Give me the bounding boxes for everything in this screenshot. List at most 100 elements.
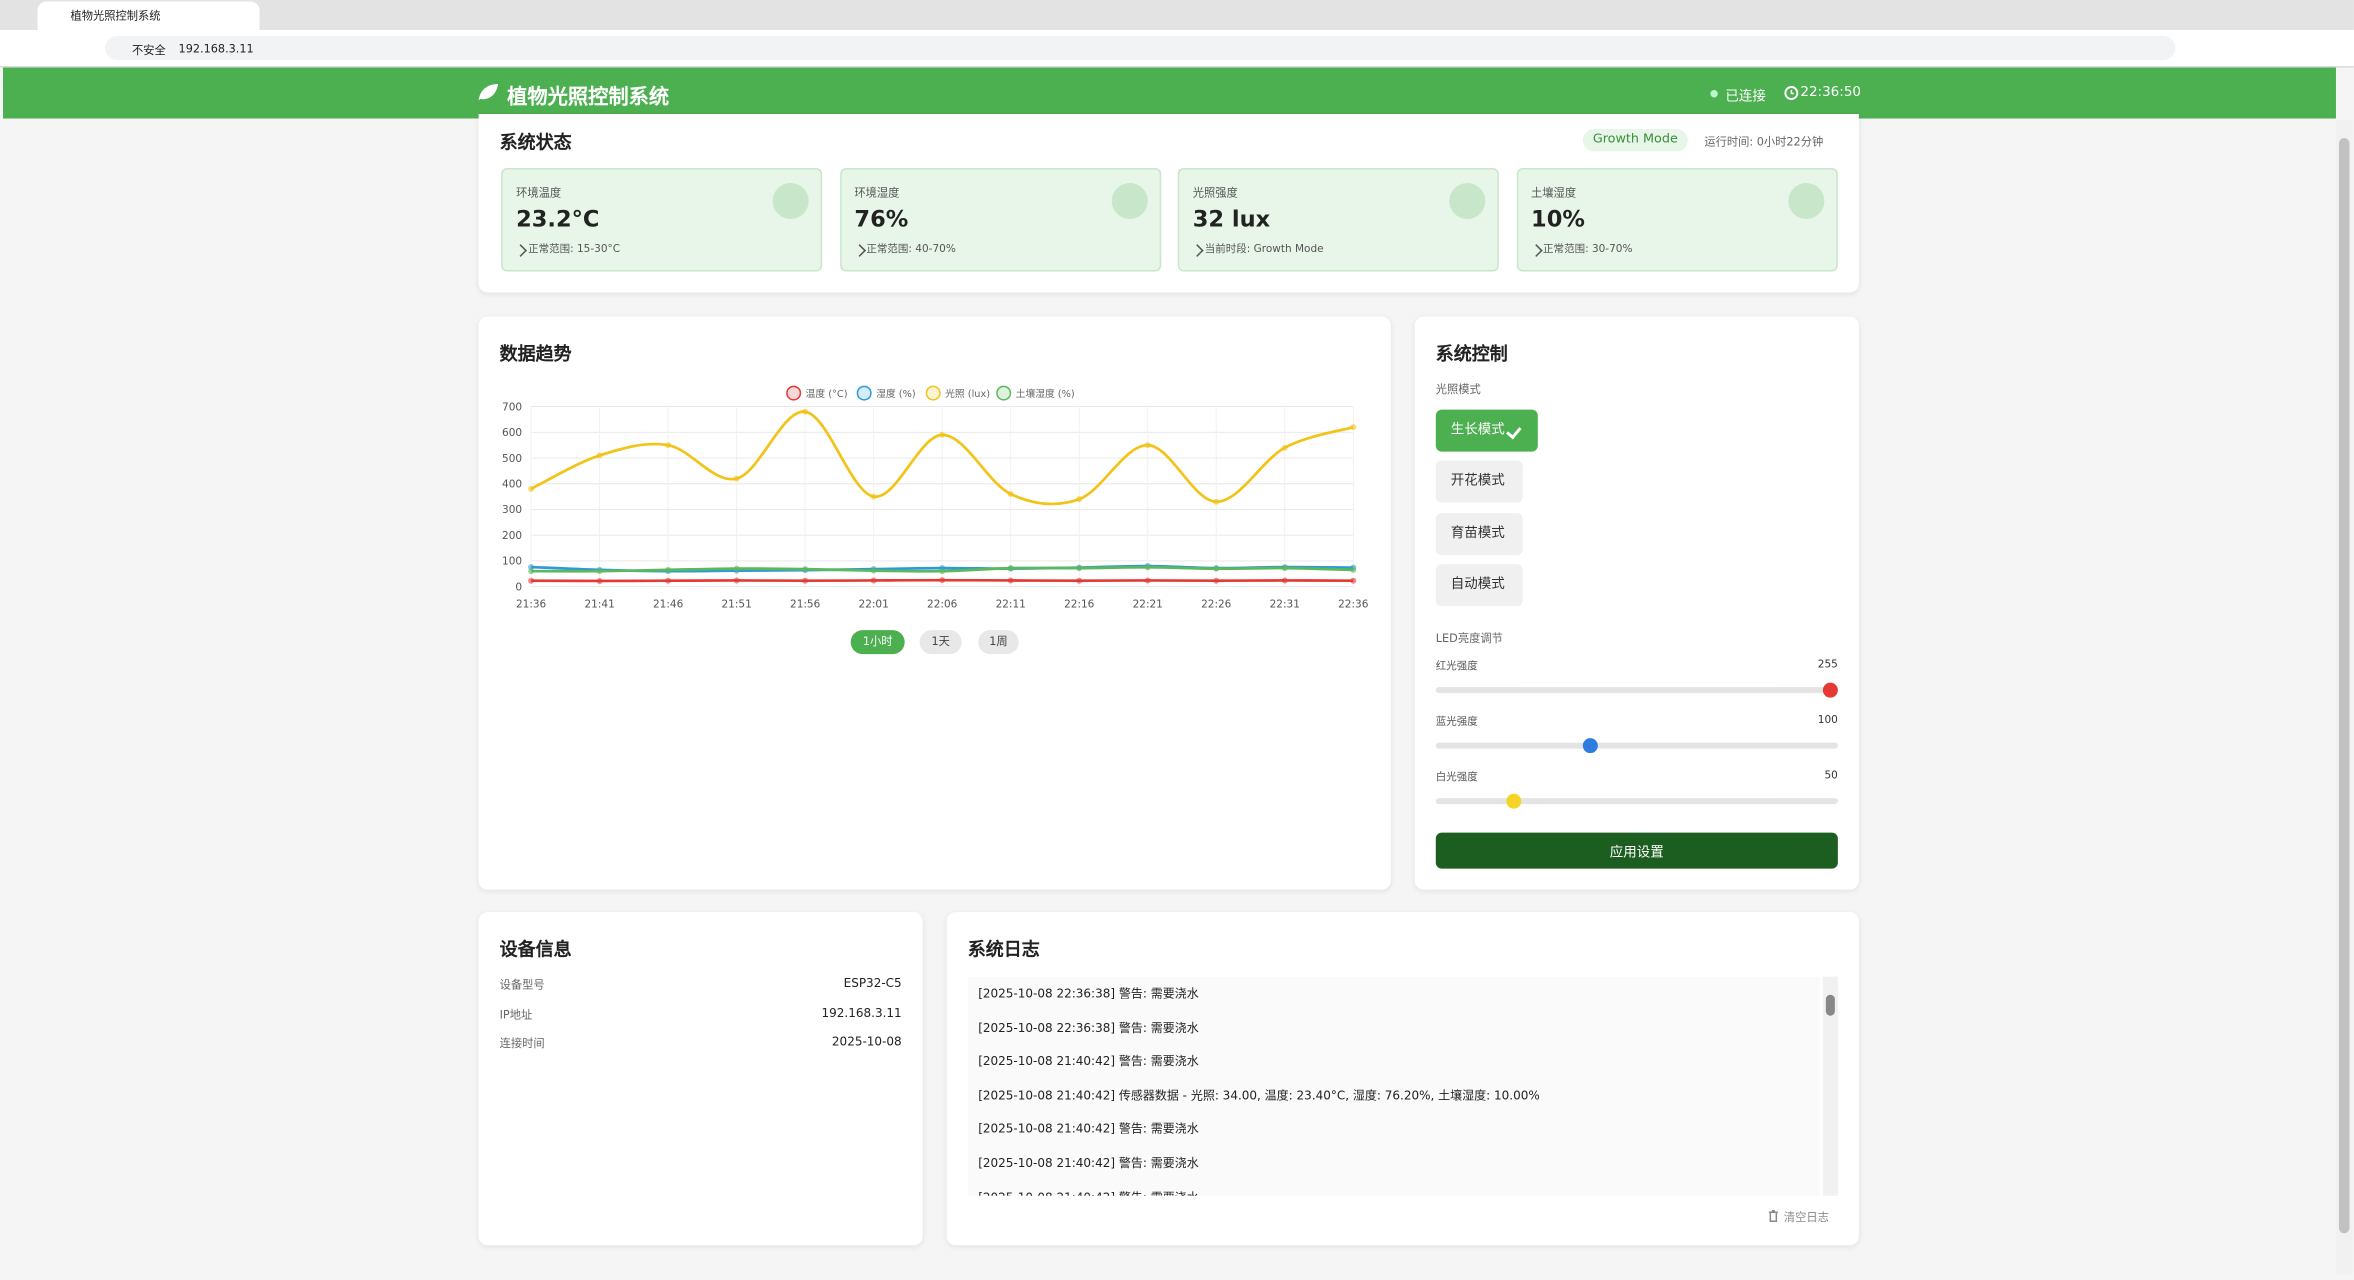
stat-card: [1177, 168, 1499, 272]
clock-icon: [1784, 86, 1799, 100]
clear-log[interactable]: 清空日志: [1783, 1210, 1829, 1225]
data-point: [528, 564, 535, 571]
device-title: 设备信息: [499, 939, 572, 961]
stat-value: 10%: [1531, 205, 1585, 233]
data-point: [1281, 577, 1288, 584]
data-point: [528, 577, 535, 584]
slider-track[interactable]: [1435, 742, 1838, 749]
y-tick-label: 400: [502, 478, 522, 490]
data-point: [802, 566, 809, 573]
data-point: [1007, 577, 1014, 584]
data-point: [1350, 577, 1357, 584]
log-entry: [2025-10-08 21:40:42] 警告: 需要浇水: [978, 1122, 1199, 1137]
device-value: 192.168.3.11: [821, 1005, 902, 1020]
x-tick-label: 22:11: [996, 599, 1026, 611]
url: 192.168.3.11: [178, 42, 254, 56]
y-tick-label: 0: [515, 581, 522, 593]
stat-card: [1516, 168, 1838, 272]
data-point: [1144, 577, 1151, 584]
slider-thumb[interactable]: [1505, 793, 1521, 809]
legend-label: 温度 (°C): [806, 387, 848, 400]
data-point: [1213, 498, 1220, 505]
stat-note: 正常范围: 40-70%: [866, 243, 956, 256]
data-point: [1007, 491, 1014, 498]
stat-icon: [772, 183, 809, 220]
device-card: [478, 912, 923, 1246]
clock: 22:36:50: [1800, 85, 1862, 101]
data-point: [1076, 496, 1083, 503]
stat-label: 光照强度: [1192, 186, 1238, 200]
data-point: [1281, 444, 1288, 451]
mode-button[interactable]: 自动模式: [1435, 563, 1523, 606]
device-label: 连接时间: [499, 1036, 545, 1051]
device-value: ESP32-C5: [843, 976, 902, 991]
stat-value: 76%: [854, 205, 909, 233]
mode-button[interactable]: 育苗模式: [1435, 512, 1523, 555]
leaf-icon: [478, 84, 499, 101]
slider-track[interactable]: [1435, 687, 1838, 694]
url-field[interactable]: [105, 36, 2176, 61]
led-label: LED亮度调节: [1435, 631, 1503, 646]
mode-button[interactable]: 生长模式: [1435, 409, 1538, 452]
legend-swatch: [996, 385, 1012, 401]
x-tick-label: 22:01: [859, 599, 889, 611]
data-point: [870, 577, 877, 584]
data-point: [870, 567, 877, 574]
data-point: [870, 493, 877, 500]
header-title: 植物光照控制系统: [507, 85, 670, 110]
trash-icon: [1768, 1209, 1778, 1222]
data-point: [1281, 565, 1288, 572]
slider-label: 红光强度: [1435, 660, 1478, 673]
y-tick-label: 600: [502, 427, 522, 439]
stat-note: 正常范围: 15-30°C: [528, 243, 621, 256]
log-entry: [2025-10-08 22:36:38] 警告: 需要浇水: [978, 987, 1199, 1001]
data-point: [939, 431, 946, 438]
device-label: 设备型号: [499, 978, 545, 992]
y-tick-label: 300: [502, 504, 522, 516]
mode-label: 光照模式: [1435, 382, 1481, 397]
stat-value: 23.2°C: [516, 205, 600, 233]
data-point: [665, 566, 672, 573]
data-point: [1144, 564, 1151, 571]
stat-label: 土壤湿度: [1531, 186, 1577, 200]
slider-label: 蓝光强度: [1435, 715, 1478, 728]
slider-value: 50: [1824, 769, 1838, 782]
y-tick-label: 100: [502, 556, 522, 568]
scrollbar[interactable]: [2335, 120, 2353, 1276]
log-title: 系统日志: [967, 939, 1040, 961]
range-button[interactable]: 1小时: [850, 630, 905, 655]
mode-button[interactable]: 开花模式: [1435, 461, 1523, 504]
data-point: [733, 565, 740, 572]
x-tick-label: 21:36: [516, 599, 547, 611]
data-point: [802, 577, 809, 584]
x-tick-label: 21:46: [653, 599, 684, 611]
log-entry: [2025-10-08 21:40:42] 警告: 需要浇水: [978, 1156, 1199, 1171]
legend-label: 湿度 (%): [876, 387, 915, 400]
tab-title: 植物光照控制系统: [70, 9, 161, 23]
log-scrollbar[interactable]: [1822, 976, 1838, 1196]
range-button[interactable]: 1天: [919, 630, 962, 655]
data-point: [802, 408, 809, 415]
data-point: [1350, 424, 1357, 431]
connection-status: 已连接: [1725, 90, 1766, 106]
y-tick-label: 500: [502, 453, 522, 465]
data-point: [528, 485, 535, 492]
log-entry: [2025-10-08 22:36:38] 警告: 需要浇水: [978, 1021, 1199, 1035]
slider-thumb[interactable]: [1583, 737, 1599, 753]
log-entry: [2025-10-08 21:40:42] 传感器数据 - 光照: 34.00,…: [978, 1088, 1540, 1103]
data-point: [665, 577, 672, 584]
device-label: IP地址: [499, 1007, 533, 1021]
apply-button[interactable]: 应用设置: [1435, 832, 1838, 869]
legend-swatch: [925, 385, 941, 401]
control-title: 系统控制: [1435, 343, 1508, 365]
data-point: [665, 442, 672, 449]
slider-track[interactable]: [1435, 797, 1838, 804]
slider-value: 100: [1817, 713, 1838, 726]
range-button[interactable]: 1周: [978, 630, 1019, 655]
tab[interactable]: [37, 1, 260, 31]
data-point: [1007, 565, 1014, 572]
slider-thumb[interactable]: [1822, 682, 1838, 698]
stat-value: 32 lux: [1192, 205, 1271, 233]
data-point: [1350, 566, 1357, 573]
data-point: [1213, 577, 1220, 584]
